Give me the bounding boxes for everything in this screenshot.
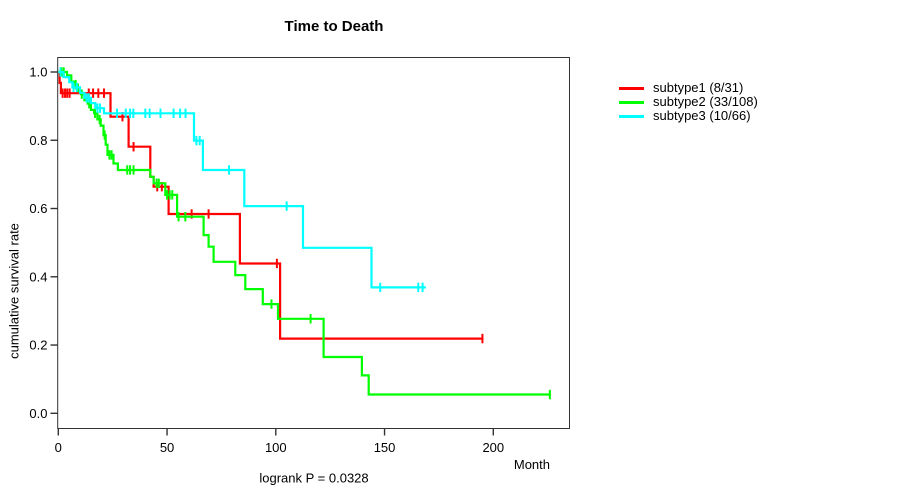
- x-tick-label-0: 0: [55, 440, 62, 455]
- legend-item-label: subtype2 (33/108): [653, 94, 758, 109]
- survival-curve-2: [58, 70, 551, 396]
- y-tick-label-1.0: 1.0: [29, 65, 47, 80]
- legend-item-2: subtype2 (33/108): [619, 95, 758, 109]
- y-tick-label-0.6: 0.6: [29, 201, 47, 216]
- x-tick-label-200: 200: [482, 440, 504, 455]
- y-tick-label-0.2: 0.2: [29, 338, 47, 353]
- survival-curve-1: [58, 70, 484, 340]
- legend-item-label: subtype3 (10/66): [653, 108, 751, 123]
- plot-title: Time to Death: [284, 18, 384, 35]
- legend-line-swatch: [619, 100, 644, 104]
- y-tick-label-0.0: 0.0: [29, 406, 47, 421]
- x-tick-label-50: 50: [160, 440, 174, 455]
- legend-item-3: subtype3 (10/66): [619, 109, 758, 123]
- logrank-annotation: logrank P = 0.0328: [259, 470, 369, 486]
- plot-box: [57, 57, 570, 429]
- x-axis-title: Month: [513, 457, 550, 472]
- x-tick-label-100: 100: [265, 440, 287, 455]
- y-tick-label-0.8: 0.8: [29, 133, 47, 148]
- legend-line-swatch: [619, 86, 644, 90]
- legend-line-swatch: [619, 114, 644, 118]
- y-tick-label-0.4: 0.4: [29, 269, 47, 284]
- survival-curve-3: [58, 70, 426, 289]
- legend: subtype1 (8/31) subtype2 (33/108) subtype3…: [619, 81, 758, 123]
- x-tick-label-150: 150: [374, 440, 396, 455]
- legend-item-1: subtype1 (8/31): [619, 81, 758, 95]
- legend-item-label: subtype1 (8/31): [653, 80, 744, 95]
